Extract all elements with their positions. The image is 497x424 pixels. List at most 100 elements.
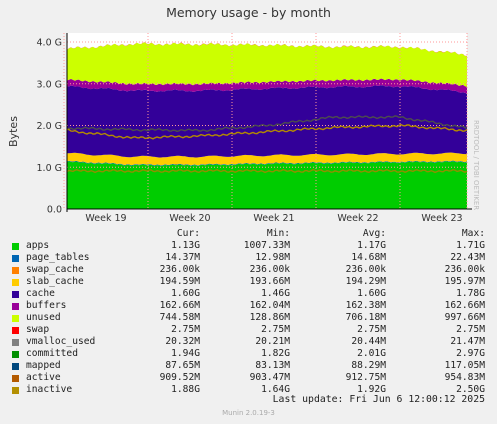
legend-max: 21.47M	[450, 336, 485, 347]
legend-cur: 162.66M	[159, 300, 200, 311]
legend-cur: 194.59M	[159, 276, 200, 287]
legend-min: 12.98M	[255, 252, 290, 263]
legend-swatch	[12, 387, 19, 394]
legend-name: inactive	[26, 384, 73, 395]
legend-cur: 20.32M	[165, 336, 200, 347]
legend-row-active: active 909.52M 903.47M 912.75M 954.83M	[12, 372, 492, 384]
legend-max: 236.00k	[444, 264, 485, 275]
legend-avg: 706.18M	[345, 312, 386, 323]
legend-row-committed: committed 1.94G 1.82G 2.01G 2.97G	[12, 348, 492, 360]
legend-min: 128.86M	[249, 312, 290, 323]
legend-swatch	[12, 291, 19, 298]
legend-swatch	[12, 327, 19, 334]
legend-cur: 2.75M	[171, 324, 200, 335]
x-tick-label: Week 23	[421, 213, 462, 224]
header-cur: Cur:	[176, 228, 200, 239]
legend-avg: 236.00k	[345, 264, 386, 275]
legend-name: buffers	[26, 300, 67, 311]
x-tick-labels: Week 19 Week 20 Week 21 Week 22 Week 23	[85, 213, 462, 224]
legend-min: 193.66M	[249, 276, 290, 287]
area-cache	[67, 85, 467, 158]
legend-avg: 14.68M	[351, 252, 386, 263]
legend-swatch	[12, 363, 19, 370]
legend-max: 22.43M	[450, 252, 485, 263]
legend-max: 1.71G	[456, 240, 485, 251]
legend-row-cache: cache 1.60G 1.46G 1.60G 1.78G	[12, 288, 492, 300]
legend-cur: 1.60G	[171, 288, 200, 299]
legend-swatch	[12, 243, 19, 250]
area-apps	[67, 161, 467, 209]
x-tick-label: Week 20	[169, 213, 210, 224]
area-unused	[67, 42, 467, 87]
memory-chart: 0.01.0 G2.0 G3.0 G4.0 G Week 19 Week 20 We…	[37, 33, 472, 224]
legend-min: 1.64G	[261, 384, 290, 395]
legend-name: slab_cache	[26, 276, 84, 287]
munin-version: Munin 2.0.19-3	[222, 409, 275, 417]
legend-min: 903.47M	[249, 372, 290, 383]
legend-min: 1.82G	[261, 348, 290, 359]
stacked-areas	[67, 42, 467, 209]
legend-name: vmalloc_used	[26, 336, 96, 347]
legend-min: 83.13M	[255, 360, 290, 371]
legend-min: 2.75M	[261, 324, 290, 335]
y-tick-labels: 0.0 1.0 G 2.0 G 3.0 G 4.0 G	[37, 38, 63, 216]
legend-cur: 1.94G	[171, 348, 200, 359]
legend-cur: 236.00k	[159, 264, 200, 275]
line-inactive	[66, 123, 468, 140]
legend-row-slab-cache: slab_cache 194.59M 193.66M 194.29M 195.97M	[12, 276, 492, 288]
legend-min: 162.04M	[249, 300, 290, 311]
legend-avg: 20.44M	[351, 336, 386, 347]
legend-row-mapped: mapped 87.65M 83.13M 88.29M 117.05M	[12, 360, 492, 372]
legend-table: Cur: Min: Avg: Max: apps 1.13G 1007.33M 1.1…	[12, 228, 492, 396]
legend-avg: 88.29M	[351, 360, 386, 371]
legend-swatch	[12, 267, 19, 274]
x-tick-label: Week 22	[337, 213, 378, 224]
legend-swatch	[12, 339, 19, 346]
area-slab-cache	[67, 152, 467, 166]
header-min: Min:	[266, 228, 290, 239]
x-tick-label: Week 21	[253, 213, 294, 224]
legend-avg: 912.75M	[345, 372, 386, 383]
legend-cur: 1.13G	[171, 240, 200, 251]
legend-min: 1.46G	[261, 288, 290, 299]
legend-name: apps	[26, 240, 50, 251]
legend-avg: 1.17G	[357, 240, 386, 251]
legend-max: 997.66M	[444, 312, 485, 323]
legend-cur: 87.65M	[165, 360, 200, 371]
legend-name: swap_cache	[26, 264, 84, 275]
legend-max: 954.83M	[444, 372, 485, 383]
legend-row-swap: swap 2.75M 2.75M 2.75M 2.75M	[12, 324, 492, 336]
legend-max: 117.05M	[444, 360, 485, 371]
legend-row-buffers: buffers 162.66M 162.04M 162.38M 162.66M	[12, 300, 492, 312]
legend-max: 2.75M	[456, 324, 485, 335]
area-buffers	[67, 78, 467, 94]
legend-max: 2.97G	[456, 348, 485, 359]
legend-max: 2.50G	[456, 384, 485, 395]
line-committed	[66, 115, 468, 133]
legend-name: cache	[26, 288, 55, 299]
legend-name: unused	[26, 312, 61, 323]
legend-max: 195.97M	[444, 276, 485, 287]
header-avg: Avg:	[362, 228, 386, 239]
chart-title: Memory usage - by month	[166, 5, 331, 20]
legend-min: 236.00k	[249, 264, 290, 275]
legend-cur: 1.88G	[171, 384, 200, 395]
legend-avg: 1.60G	[357, 288, 386, 299]
legend-max: 162.66M	[444, 300, 485, 311]
y-tick-label: 1.0 G	[37, 163, 63, 174]
legend-cur: 14.37M	[165, 252, 200, 263]
x-tick-label: Week 19	[85, 213, 126, 224]
legend-row-vmalloc-used: vmalloc_used 20.32M 20.21M 20.44M 21.47M	[12, 336, 492, 348]
legend-avg: 1.92G	[357, 384, 386, 395]
legend-row-unused: unused 744.58M 128.86M 706.18M 997.66M	[12, 312, 492, 324]
legend-avg: 162.38M	[345, 300, 386, 311]
legend-min: 20.21M	[255, 336, 290, 347]
legend-swatch	[12, 303, 19, 310]
line-series	[66, 115, 468, 174]
y-tick-label: 3.0 G	[37, 79, 63, 90]
header-max: Max:	[461, 228, 485, 239]
y-tick-label: 0.0	[47, 205, 62, 216]
last-update: Last update: Fri Jun 6 12:00:12 2025	[272, 394, 485, 405]
y-tick-label: 4.0 G	[37, 38, 63, 49]
legend-name: mapped	[26, 360, 61, 371]
